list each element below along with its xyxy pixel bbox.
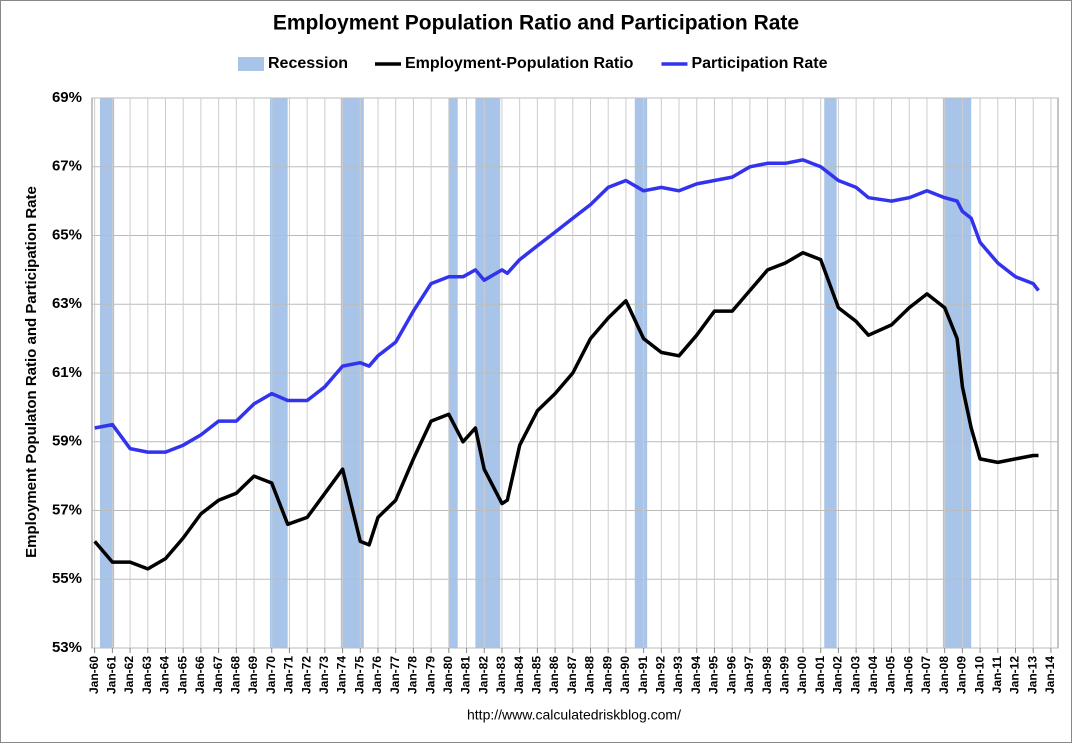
legend-label: Participation Rate [691, 55, 827, 72]
x-tick-label: Jan-11 [990, 656, 1004, 694]
x-tick-label: Jan-84 [512, 656, 526, 694]
x-tick-label: Jan-68 [228, 656, 242, 694]
x-tick-label: Jan-14 [1043, 656, 1057, 694]
x-tick-label: Jan-00 [795, 656, 809, 694]
x-tick-label: Jan-78 [406, 656, 420, 694]
series-line [94, 158, 1040, 454]
x-tick-label: Jan-86 [547, 656, 561, 694]
x-tick-label: Jan-62 [122, 656, 136, 694]
x-tick-label: Jan-98 [760, 656, 774, 694]
x-tick-label: Jan-90 [618, 656, 632, 694]
x-tick-label: Jan-77 [388, 656, 402, 694]
legend-label: Employment-Population Ratio [405, 55, 634, 72]
series-line [93, 250, 1039, 571]
y-tick-label: 61% [52, 364, 82, 381]
x-tick-label: Jan-76 [370, 656, 384, 694]
x-tick-label: Jan-80 [441, 656, 455, 694]
x-tick-label: Jan-13 [1025, 656, 1039, 694]
x-tick-label: Jan-01 [813, 656, 827, 694]
x-tick-label: Jan-03 [848, 656, 862, 694]
x-tick-label: Jan-10 [972, 656, 986, 694]
legend-swatch [238, 57, 264, 71]
x-tick-label: Jan-91 [636, 656, 650, 694]
x-tick-label: Jan-60 [87, 656, 101, 694]
x-tick-label: Jan-61 [105, 656, 119, 694]
y-tick-label: 57% [52, 501, 82, 518]
y-tick-label: 69% [52, 89, 82, 106]
x-tick-label: Jan-12 [1008, 656, 1022, 694]
x-tick-label: Jan-99 [777, 656, 791, 694]
x-tick-label: Jan-83 [494, 656, 508, 694]
x-tick-label: Jan-95 [707, 656, 721, 694]
x-tick-label: Jan-05 [884, 656, 898, 694]
x-tick-label: Jan-93 [671, 656, 685, 694]
x-tick-label: Jan-81 [459, 656, 473, 694]
x-tick-label: Jan-87 [565, 656, 579, 694]
legend-label: Recession [268, 55, 348, 72]
x-tick-label: Jan-89 [600, 656, 614, 694]
x-tick-label: Jan-65 [175, 656, 189, 694]
x-tick-label: Jan-07 [919, 656, 933, 694]
x-tick-label: Jan-82 [476, 656, 490, 694]
x-tick-label: Jan-69 [246, 656, 260, 694]
x-tick-label: Jan-02 [831, 656, 845, 694]
x-tick-label: Jan-88 [583, 656, 597, 694]
x-tick-label: Jan-71 [282, 656, 296, 694]
x-tick-label: Jan-67 [211, 656, 225, 694]
x-tick-label: Jan-97 [742, 656, 756, 694]
x-tick-label: Jan-79 [423, 656, 437, 694]
x-tick-label: Jan-09 [955, 656, 969, 694]
x-tick-label: Jan-70 [264, 656, 278, 694]
x-tick-label: Jan-74 [335, 656, 349, 694]
x-tick-label: Jan-72 [299, 656, 313, 694]
x-tick-label: Jan-06 [901, 656, 915, 694]
x-tick-label: Jan-63 [140, 656, 154, 694]
x-tick-label: Jan-08 [937, 656, 951, 694]
x-tick-label: Jan-94 [689, 656, 703, 694]
x-tick-label: Jan-64 [158, 656, 172, 694]
y-tick-label: 53% [52, 639, 82, 656]
x-tick-label: Jan-66 [193, 656, 207, 694]
x-tick-label: Jan-75 [352, 656, 366, 694]
source: http://www.calculatedriskblog.com/ [467, 707, 681, 723]
y-tick-label: 67% [52, 158, 82, 175]
y-tick-label: 63% [52, 295, 82, 312]
x-tick-label: Jan-85 [530, 656, 544, 694]
y-tick-label: 59% [52, 433, 82, 450]
chart-title: Employment Population Ratio and Particip… [273, 12, 799, 35]
y-tick-label: 65% [52, 226, 82, 243]
x-tick-label: Jan-96 [724, 656, 738, 694]
y-tick-label: 55% [52, 570, 82, 587]
y-axis-label: Employment Populaton Ratio and Participa… [23, 186, 40, 558]
x-tick-label: Jan-73 [317, 656, 331, 694]
x-tick-label: Jan-04 [866, 656, 880, 694]
x-tick-label: Jan-92 [654, 656, 668, 694]
